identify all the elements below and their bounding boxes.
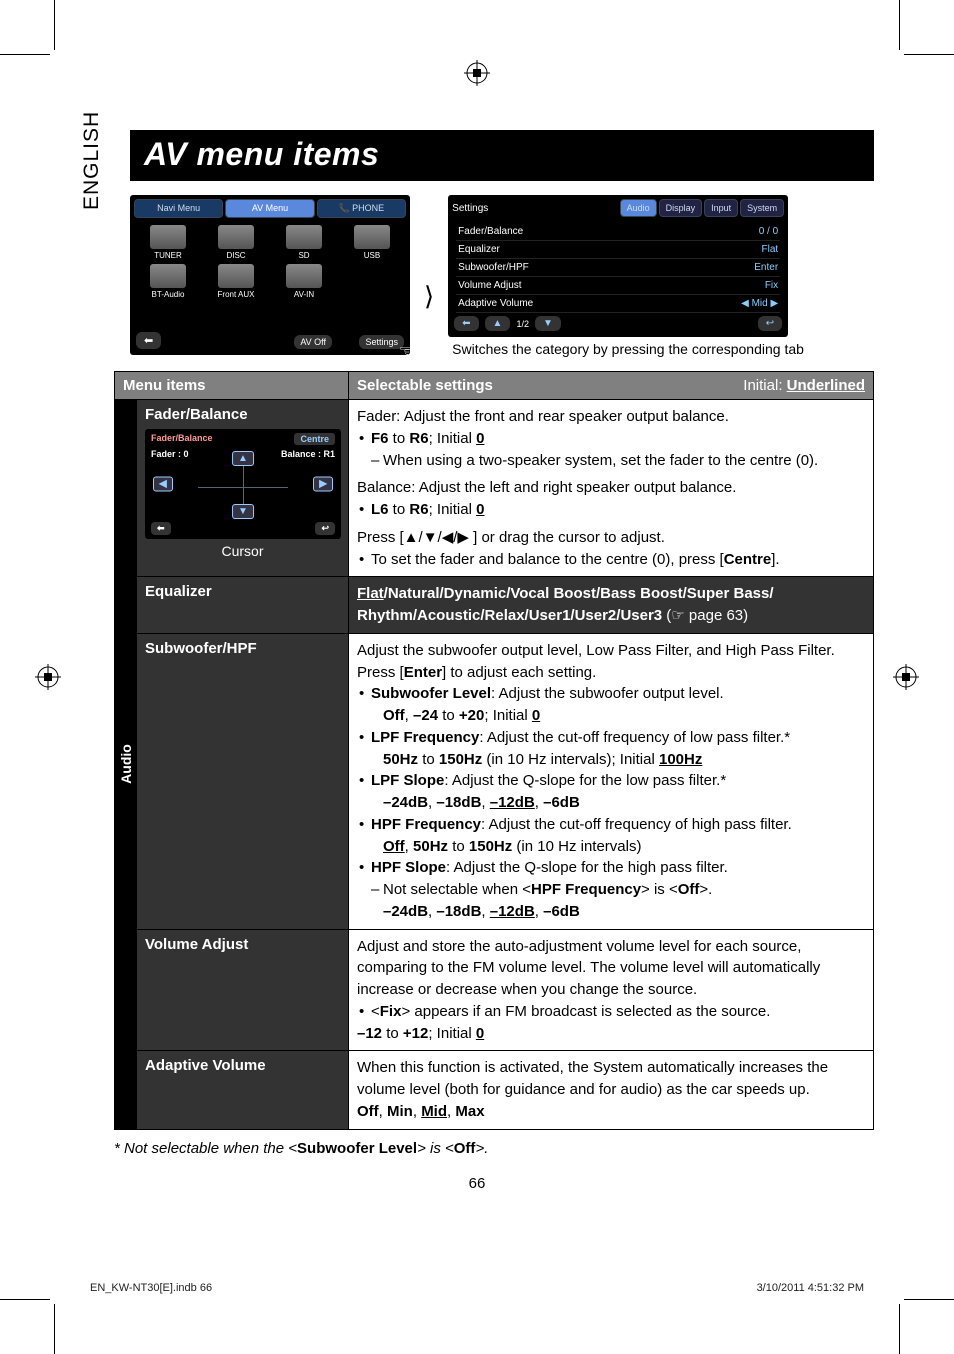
av-item: USB [340,225,404,260]
arrow-icon: ⟩ [424,281,434,312]
back-button: ⬅ [454,316,478,331]
av-item: Front AUX [204,264,268,299]
tab-display: Display [659,199,703,217]
down-button: ▼ [535,316,561,331]
table-header: Selectable settings Initial: Underlined [349,372,873,399]
footer-left: EN_KW-NT30[E].indb 66 [90,1282,212,1294]
page-number: 66 [80,1175,874,1192]
fader-balance-diagram: Fader/BalanceCentre Fader : 0Balance : R… [145,429,341,539]
tab-input: Input [704,199,738,217]
back-button: ⬅ [136,332,161,349]
return-button: ↩ [758,316,782,331]
pointer-icon: ☜ [398,339,418,365]
tab-navi: Navi Menu [134,199,223,218]
screenshot-caption: Switches the category by pressing the co… [452,341,804,357]
av-item: BT-Audio [136,264,200,299]
footer-right: 3/10/2011 4:51:32 PM [757,1282,864,1294]
page-title: AV menu items [130,130,874,181]
tab-audio: Audio [620,199,657,217]
menu-items-table: Menu items Selectable settings Initial: … [114,371,874,1130]
up-button: ▲ [485,316,511,331]
av-item: SD [272,225,336,260]
av-off-button: AV Off [294,335,332,349]
settings-screenshot: Settings Audio Display Input System Fade… [448,195,788,337]
menu-item-name: Adaptive Volume [137,1051,349,1128]
av-item: TUNER [136,225,200,260]
menu-item-name: Fader/Balance Fader/BalanceCentre Fader … [137,400,349,576]
settings-row: Volume AdjustFix [456,277,780,295]
settings-row: Fader/Balance0 / 0 [456,223,780,241]
menu-item-name: Subwoofer/HPF [137,634,349,929]
table-row: Subwoofer/HPF Adjust the subwoofer outpu… [137,633,873,929]
registration-mark [893,664,919,690]
settings-row: Adaptive Volume◀ Mid ▶ [456,295,780,313]
av-menu-screenshot: Navi Menu AV Menu 📞 PHONE TUNER DISC SD … [130,195,410,355]
menu-item-name: Equalizer [137,577,349,633]
tab-av: AV Menu [225,199,314,218]
registration-mark [35,664,61,690]
av-item: DISC [204,225,268,260]
table-row: Equalizer Flat/Natural/Dynamic/Vocal Boo… [137,576,873,633]
tab-phone: 📞 PHONE [317,199,406,218]
table-row: Adaptive Volume When this function is ac… [137,1050,873,1128]
table-row: Volume Adjust Adjust and store the auto-… [137,929,873,1051]
settings-row: EqualizerFlat [456,241,780,259]
footnote: * Not selectable when the <Subwoofer Lev… [114,1140,874,1157]
tab-system: System [740,199,784,217]
table-row: Fader/Balance Fader/BalanceCentre Fader … [137,399,873,576]
language-label: ENGLISH [80,111,104,210]
category-column: Audio [115,399,137,1129]
menu-item-name: Volume Adjust [137,930,349,1051]
table-header: Menu items [115,372,349,399]
av-item: AV-IN [272,264,336,299]
registration-mark [464,60,490,86]
settings-row: Subwoofer/HPFEnter [456,259,780,277]
